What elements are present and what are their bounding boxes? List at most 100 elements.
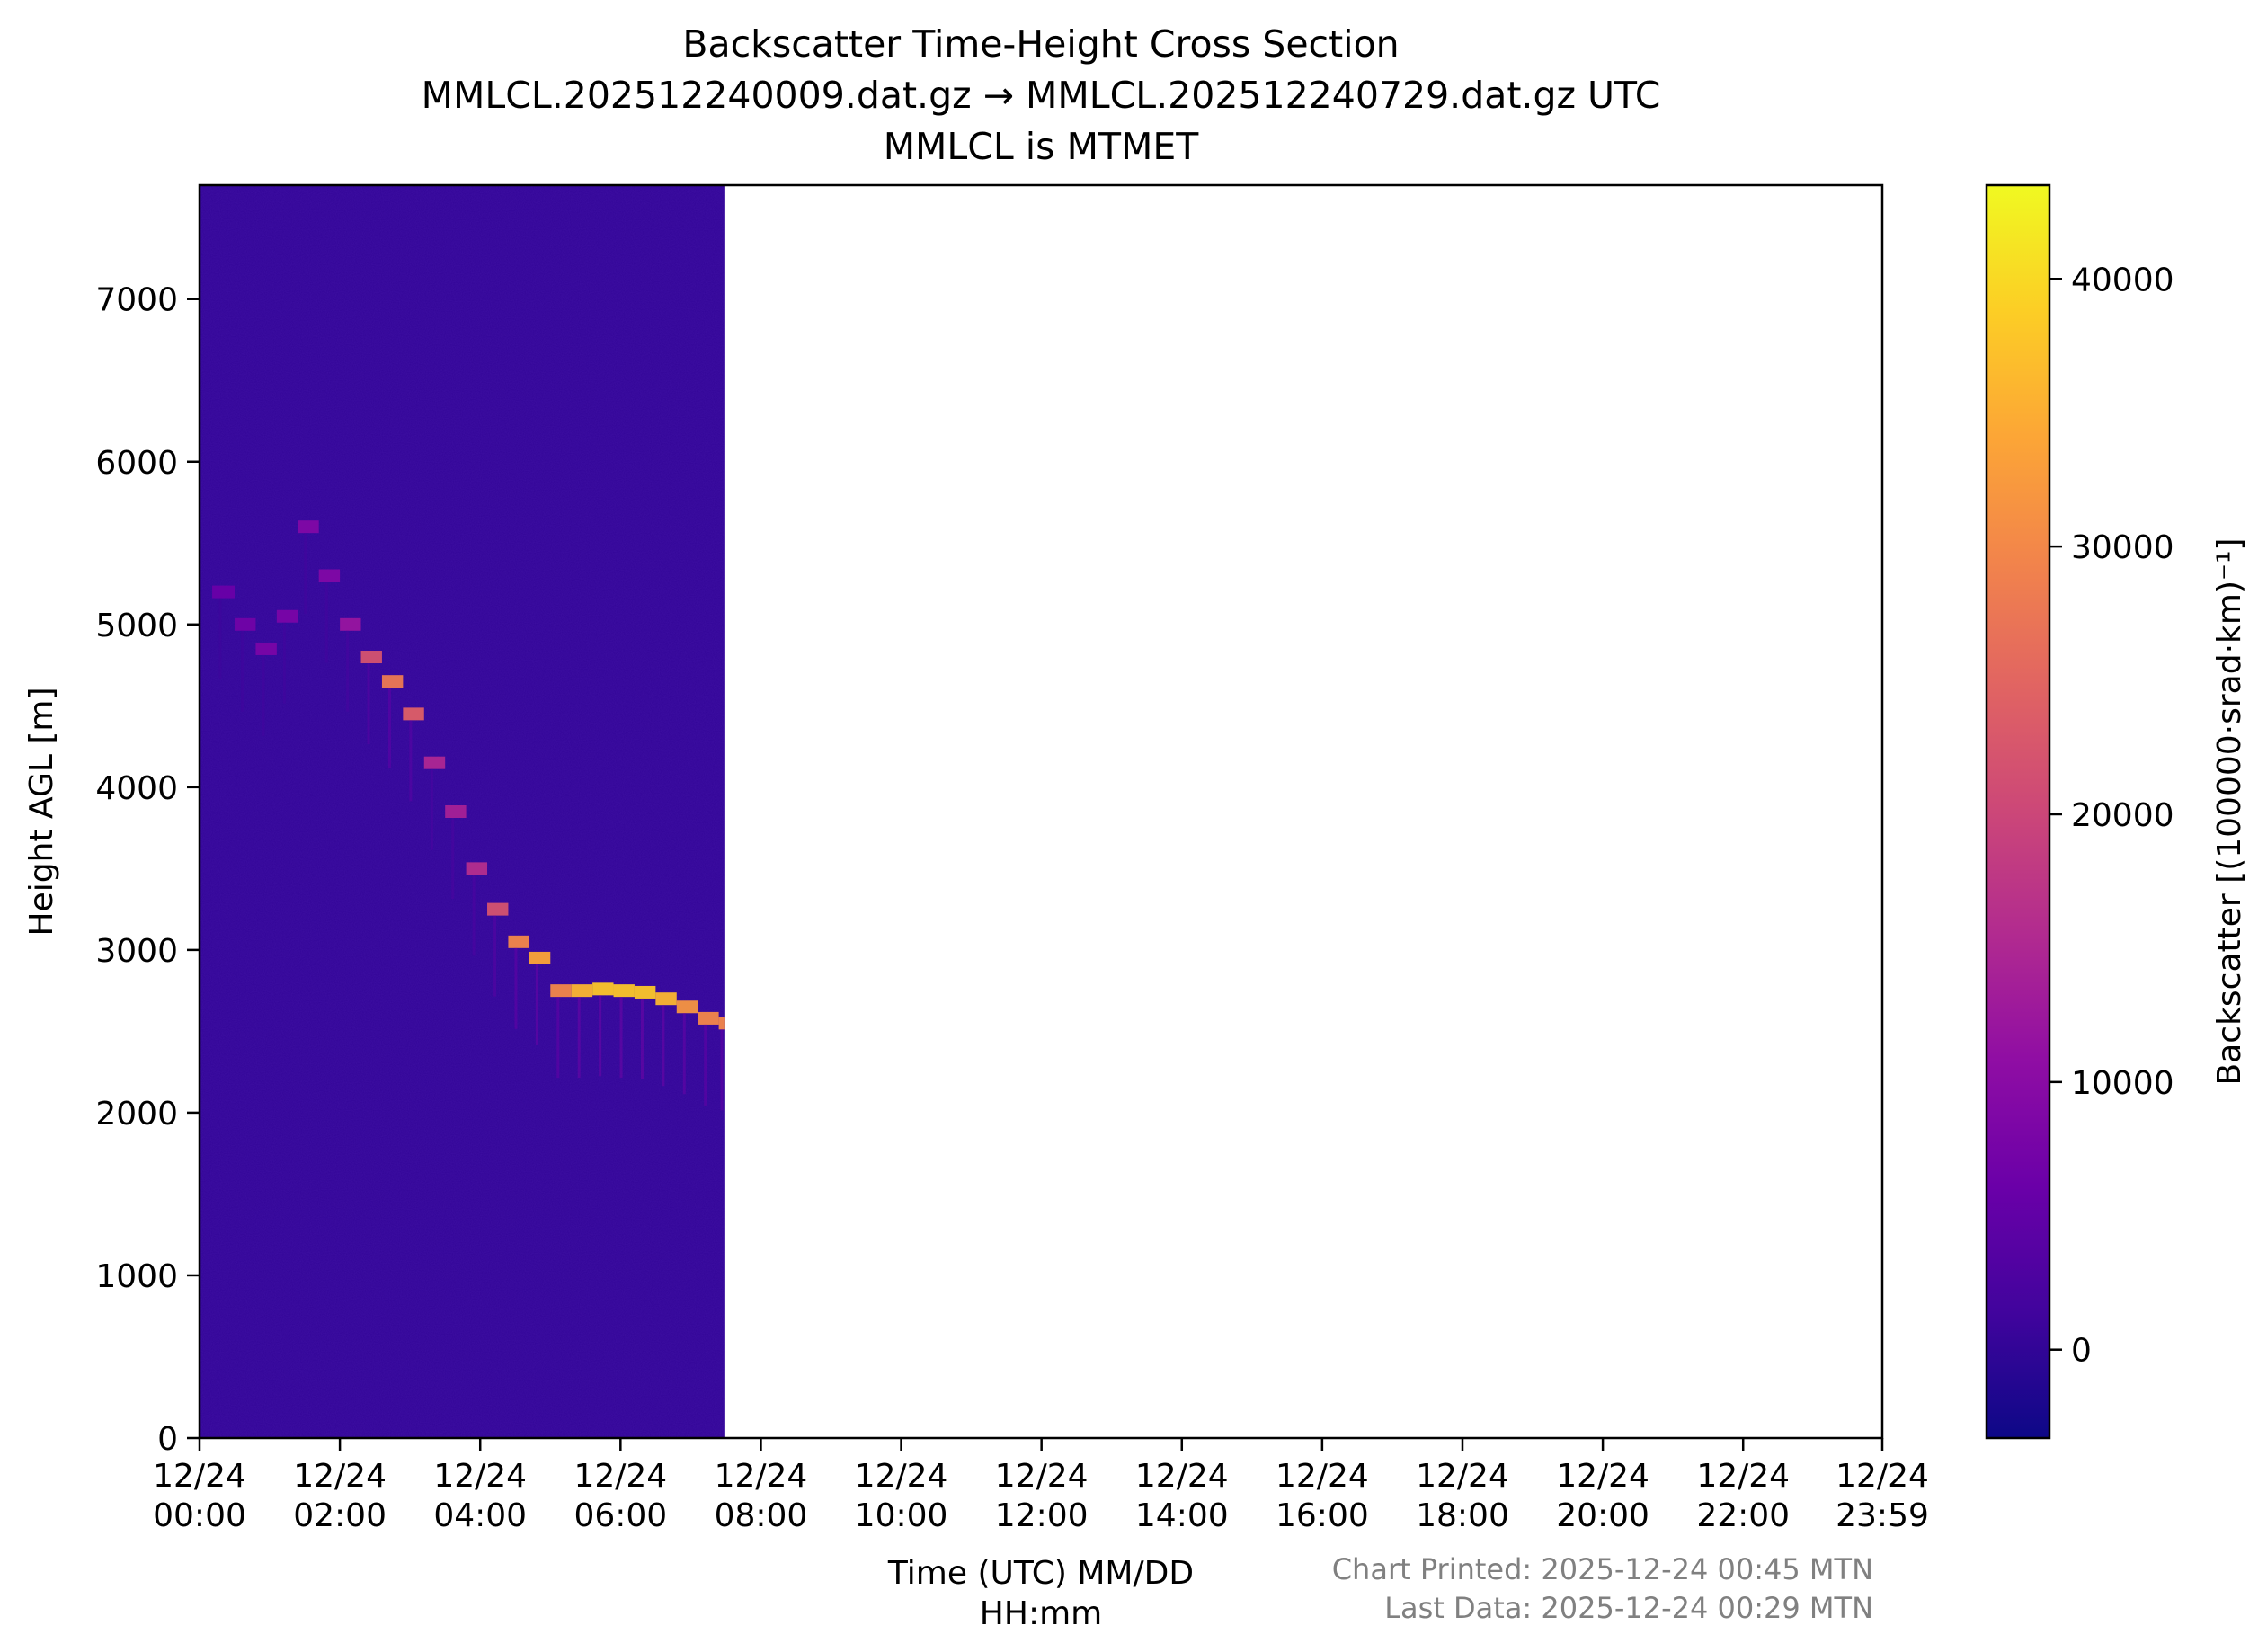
cloud-layer-cell: [676, 1000, 698, 1014]
cloud-streak: [704, 1024, 707, 1106]
x-axis-label-line-2: HH:mm: [980, 1595, 1102, 1632]
cloud-layer-cell: [445, 805, 467, 818]
cloud-streak: [282, 622, 286, 704]
cloud-streak: [387, 688, 391, 769]
x-tick-label: 12/24: [293, 1458, 387, 1495]
y-tick-label: 7000: [95, 282, 178, 319]
y-tick-label: 1000: [95, 1258, 178, 1295]
cloud-streak: [324, 582, 328, 663]
cloud-streak: [662, 1005, 665, 1087]
y-tick-label: 0: [157, 1421, 178, 1458]
cloud-streak: [619, 997, 623, 1079]
x-tick-label: 10:00: [855, 1497, 948, 1534]
cloud-layer-cell: [634, 985, 656, 999]
colorbar-tick-label: 0: [2071, 1333, 2092, 1370]
cloud-layer-cell: [360, 651, 382, 664]
cloud-layer-cell: [571, 984, 593, 998]
cloud-streak: [346, 630, 350, 712]
y-tick-label: 4000: [95, 770, 178, 807]
cloud-streak: [218, 598, 222, 679]
cloud-layer-cell: [698, 1011, 719, 1025]
y-tick-label: 2000: [95, 1096, 178, 1132]
x-tick-label: 20:00: [1556, 1497, 1649, 1534]
x-tick-label: 12/24: [1416, 1458, 1509, 1495]
x-tick-label: 12/24: [153, 1458, 246, 1495]
cloud-layer-cell: [318, 569, 341, 582]
colorbar-tick-label: 20000: [2071, 797, 2174, 834]
cloud-streak: [451, 818, 455, 899]
colorbar-tick-label: 10000: [2071, 1065, 2174, 1102]
cloud-streak: [304, 533, 307, 615]
x-tick-label: 08:00: [715, 1497, 808, 1534]
x-tick-label: 12/24: [433, 1458, 527, 1495]
colorbar: 0 10000 20000 30000 40000: [1985, 183, 2174, 1440]
x-tick-label: 22:00: [1696, 1497, 1790, 1534]
colorbar-tick-label: 30000: [2071, 529, 2174, 566]
cloud-streak: [409, 720, 413, 802]
cloud-streak: [640, 998, 644, 1079]
cloud-layer-cell: [466, 862, 488, 875]
y-axis-label: Height AGL [m]: [23, 688, 60, 937]
colorbar-gradient: [1987, 185, 2049, 1438]
cloud-streak: [577, 997, 581, 1079]
cloud-layer-cell: [718, 1017, 725, 1030]
chart-title-line-1: Backscatter Time-Height Cross Section: [682, 22, 1399, 66]
cloud-layer-cell: [529, 951, 551, 964]
y-tick-label: 6000: [95, 445, 178, 482]
cloud-streak: [514, 947, 518, 1029]
chart-title-line-3: MMLCL is MTMET: [884, 125, 1200, 168]
colorbar-frame: [1985, 183, 2051, 1440]
x-tick-label: 16:00: [1276, 1497, 1369, 1534]
colorbar-tick-label: 40000: [2071, 262, 2174, 298]
cloud-layer-cell: [340, 617, 361, 631]
x-tick-label: 02:00: [293, 1497, 387, 1534]
y-tick-label: 3000: [95, 933, 178, 970]
cloud-streak: [535, 964, 538, 1045]
x-axis-label-line-1: Time (UTC) MM/DD: [887, 1555, 1194, 1592]
cloud-layer-cell: [550, 984, 572, 998]
cloud-layer-cell: [508, 935, 529, 948]
cloud-layer-cell: [423, 756, 446, 769]
cloud-streak: [430, 768, 433, 850]
cloud-layer-cell: [298, 520, 319, 534]
x-tick-label: 23:59: [1836, 1497, 1929, 1534]
x-tick-label: 12/24: [855, 1458, 948, 1495]
cloud-streak: [599, 995, 602, 1077]
cloud-layer-cell: [403, 707, 424, 721]
x-tick-label: 12/24: [1696, 1458, 1790, 1495]
x-tick-label: 04:00: [433, 1497, 527, 1534]
cloud-layer-cell: [255, 642, 277, 655]
cloud-streak: [493, 915, 497, 997]
cloud-streak: [720, 1029, 724, 1111]
cloud-streak: [472, 875, 476, 956]
cloud-streak: [682, 1013, 686, 1095]
cloud-layer-cell: [235, 617, 256, 631]
colorbar-label: Backscatter [(100000·srad·km)⁻¹]: [2211, 538, 2248, 1086]
x-tick-label: 12/24: [1836, 1458, 1929, 1495]
x-tick-label: 12/24: [995, 1458, 1089, 1495]
x-tick-label: 12/24: [573, 1458, 667, 1495]
cloud-streak: [241, 630, 244, 712]
chart-title-line-2: MMLCL.202512240009.dat.gz → MMLCL.202512…: [422, 74, 1661, 117]
x-tick-label: 14:00: [1135, 1497, 1229, 1534]
x-tick-label: 12/24: [1556, 1458, 1649, 1495]
cloud-layer-cell: [212, 585, 236, 599]
backscatter-heatmap: [200, 185, 725, 1438]
x-axis: 12/2400:0012/2402:0012/2404:0012/2406:00…: [153, 1438, 1929, 1534]
x-tick-label: 12/24: [1135, 1458, 1229, 1495]
cloud-layer-cell: [276, 609, 298, 623]
cloud-layer-cell: [381, 675, 404, 688]
y-tick-label: 5000: [95, 608, 178, 644]
y-axis: 0 1000 2000 3000 4000 5000 6000 7000: [95, 282, 200, 1458]
cloud-streak: [262, 654, 265, 736]
cloud-layer-cell: [487, 902, 509, 916]
last-data-note: Last Data: 2025-12-24 00:29 MTN: [1384, 1591, 1873, 1625]
cloud-streak: [556, 997, 560, 1079]
chart-printed-note: Chart Printed: 2025-12-24 00:45 MTN: [1332, 1552, 1873, 1586]
x-tick-label: 00:00: [153, 1497, 246, 1534]
x-tick-label: 12:00: [995, 1497, 1089, 1534]
x-tick-label: 18:00: [1416, 1497, 1509, 1534]
cloud-layer-cell: [592, 982, 614, 996]
cloud-streak: [367, 663, 370, 745]
